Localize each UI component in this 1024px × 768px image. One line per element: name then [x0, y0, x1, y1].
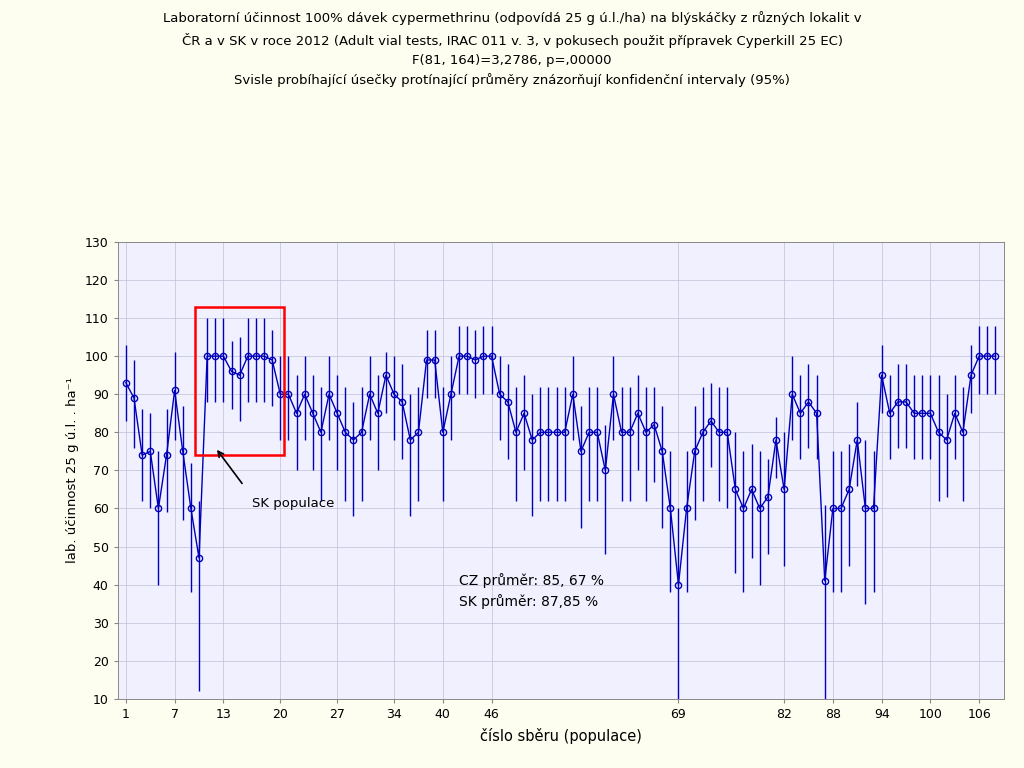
Bar: [195, 306, 285, 455]
Y-axis label: lab. účinnost 25 g ú.l. . ha⁻¹: lab. účinnost 25 g ú.l. . ha⁻¹: [67, 377, 79, 564]
Text: SK populace: SK populace: [252, 497, 334, 510]
Text: Laboratorní účinnost 100% dávek cypermethrinu (odpovídá 25 g ú.l./ha) na blýskáč: Laboratorní účinnost 100% dávek cypermet…: [163, 12, 861, 88]
X-axis label: číslo sběru (populace): číslo sběru (populace): [479, 728, 642, 744]
Text: CZ průměr: 85, 67 %
SK průměr: 87,85 %: CZ průměr: 85, 67 % SK průměr: 87,85 %: [459, 573, 604, 609]
